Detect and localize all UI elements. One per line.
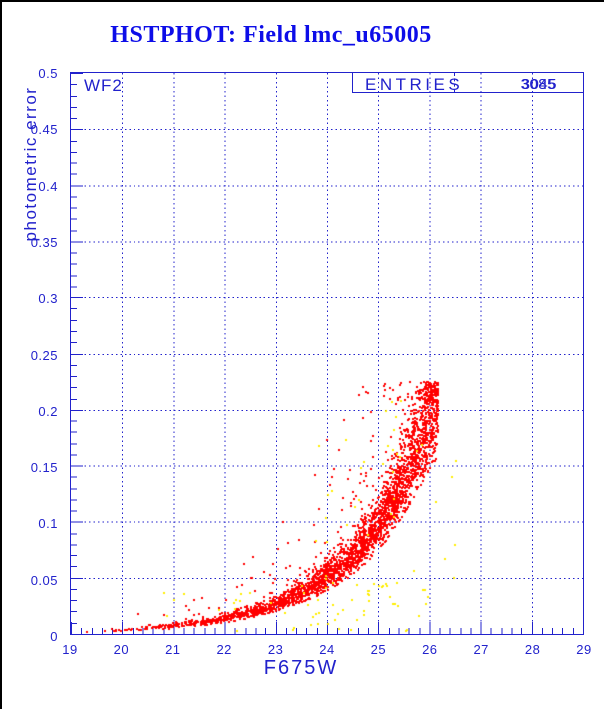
detector-label: WF2	[84, 76, 123, 95]
x-tick-label: 26	[422, 642, 438, 657]
entries-label: ENTRIES	[365, 75, 464, 94]
plot-area: WF2 ENTRIES 3045 3085	[70, 72, 584, 635]
x-tick-label: 27	[473, 642, 489, 657]
page-title: HSTPHOT: Field lmc_u65005	[110, 22, 432, 48]
stat-box-divider	[454, 73, 455, 92]
y-tick-label: 0.45	[30, 122, 58, 138]
y-tick-label: 0.5	[38, 66, 58, 81]
x-tick-label: 20	[113, 642, 130, 657]
x-tick-label: 28	[524, 642, 541, 657]
entries-stat-box: ENTRIES 3045 3085	[352, 72, 584, 94]
y-tick-label: 0.4	[38, 178, 58, 194]
entries-value-1: 3045	[521, 76, 557, 93]
y-axis-title: photometric error	[21, 86, 40, 242]
y-tick-label: 0.35	[30, 234, 58, 250]
x-axis-title: F675W	[263, 657, 339, 679]
y-tick-label: 0.1	[38, 516, 58, 532]
x-tick-label: 23	[267, 642, 284, 657]
y-tick-label: 0.05	[30, 572, 58, 588]
x-tick-label: 24	[319, 642, 335, 657]
y-tick-label: 0	[50, 629, 58, 644]
y-tick-label: 0.15	[30, 460, 58, 476]
scatter-points-canvas	[71, 73, 583, 634]
x-tick-label: 29	[576, 642, 592, 657]
window-border-top	[0, 0, 604, 2]
x-tick-label: 25	[370, 642, 387, 657]
y-tick-label: 0.25	[30, 347, 58, 363]
x-tick-label: 21	[165, 642, 181, 657]
window-border-left	[0, 0, 2, 709]
x-tick-label: 22	[216, 642, 232, 657]
entries-value-2: 3085	[520, 76, 556, 93]
x-tick-label: 19	[62, 642, 78, 657]
y-tick-label: 0.2	[38, 403, 58, 419]
y-tick-label: 0.3	[38, 291, 58, 307]
